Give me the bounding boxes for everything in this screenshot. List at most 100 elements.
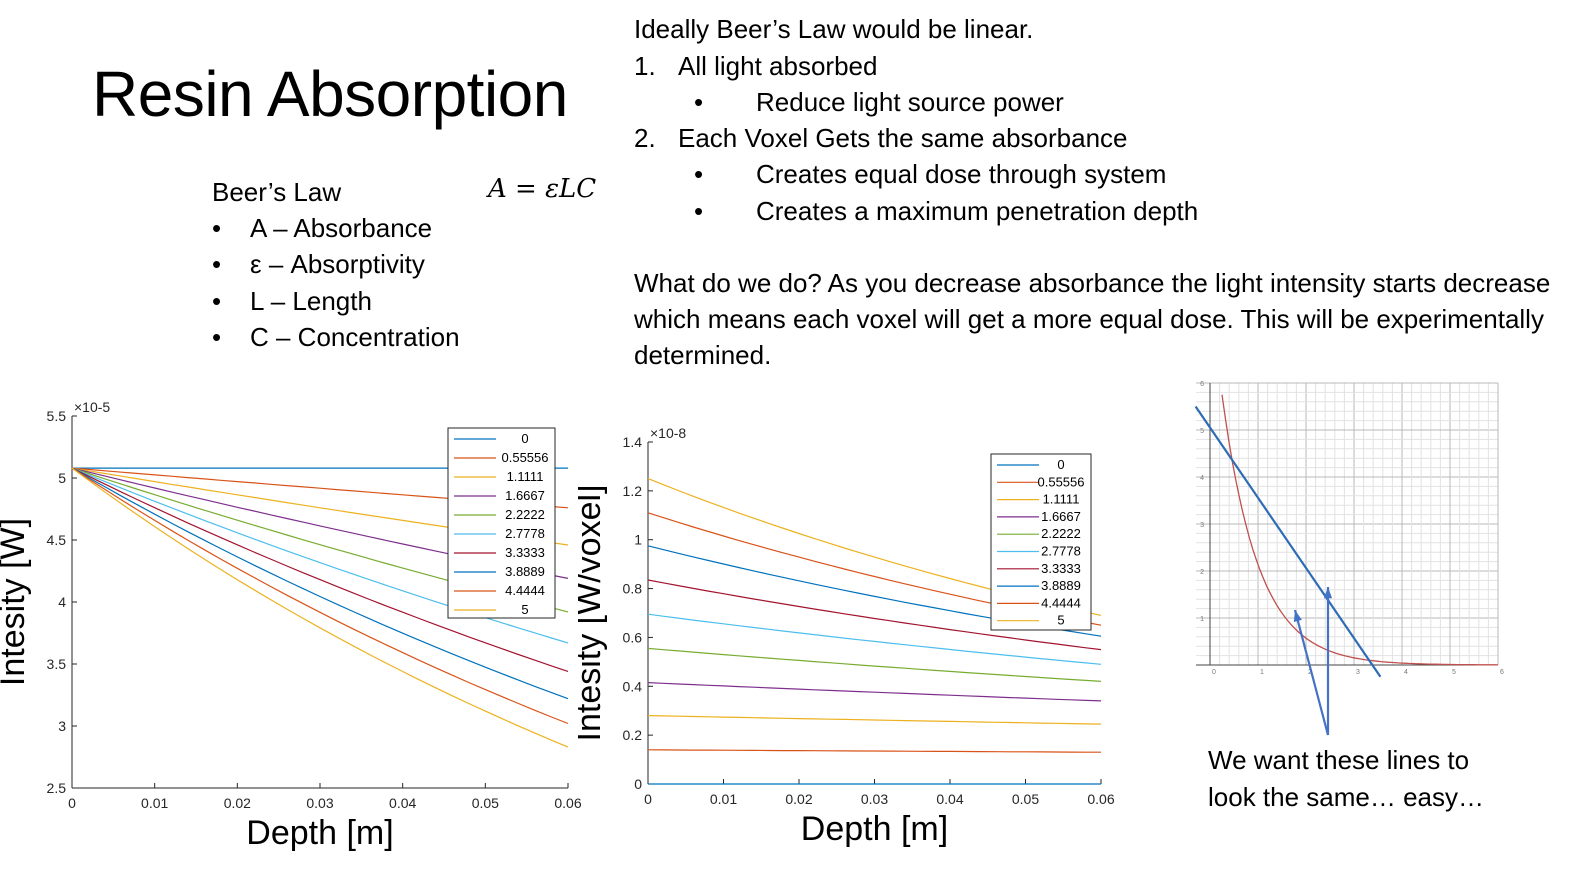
beers-law-equation: A = εLC [488,174,597,204]
x-tick-label: 0 [1212,669,1216,676]
x-tick-label: 0.01 [141,795,168,811]
x-tick-label: 0 [68,795,76,811]
legend-label: 3.3333 [505,545,545,560]
y-tick-label: 3 [1200,522,1204,529]
y-tick-label: 5 [58,470,66,486]
legend-label: 1.6667 [1041,509,1081,524]
annotation-line: We want these lines to [1208,745,1470,775]
series-line [71,467,569,748]
ideal-point: 2. Each Voxel Gets the same absorbance [634,120,1128,156]
y-tick-label: 4 [58,594,66,610]
y-tick-label: 2 [1200,569,1204,576]
x-axis-label: Depth [m] [246,814,393,852]
x-tick-label: 0.04 [389,795,416,811]
ideal-sub-point: • Reduce light source power [634,84,1064,120]
bullet-glyph: • [694,196,704,226]
y-tick-label: 5.5 [47,408,67,424]
y-tick-label: 1.2 [623,483,643,499]
beers-law-item-text: ε – Absorptivity [250,249,425,279]
explanation-paragraph: What do we do? As you decrease absorbanc… [634,268,1551,370]
x-tick-label: 3 [1356,669,1360,676]
x-tick-label: 0.06 [554,795,581,811]
x-tick-label: 5 [1452,669,1456,676]
arrow-head [1293,610,1302,622]
beers-law-item-text: A – Absorbance [250,213,433,243]
beers-law-item: • C – Concentration [212,319,460,355]
x-tick-label: 6 [1500,669,1504,676]
x-tick-label: 0.06 [1087,791,1114,807]
x-tick-label: 0.01 [710,791,737,807]
legend-label: 5 [521,602,528,617]
ideal-point: 1. All light absorbed [634,48,877,84]
x-tick-label: 4 [1404,669,1408,676]
arrow-head [1323,587,1333,599]
legend-label: 3.8889 [1041,578,1081,593]
slide-title: Resin Absorption [92,58,568,130]
beers-law-item: • A – Absorbance [212,210,432,246]
legend-box [990,453,1092,631]
series-line [647,613,1102,665]
annotation-arrow [1293,609,1330,736]
bullet-glyph: • [694,159,704,189]
linear-line [1194,405,1382,678]
legend-label: 1.1111 [1043,492,1080,507]
legend-label: 4.4444 [505,583,545,598]
chart-intensity-per-voxel: 0 0.01 0.02 0.03 0.04 0.05 0.06 0 0.2 0.4 0.6 0.8 1 1… [578,425,1115,848]
legend-label: 2.2222 [505,507,545,522]
x-tick-label: 1 [1260,669,1264,676]
bullet-glyph: • [694,87,704,117]
legend-label: 2.7778 [1041,544,1081,559]
legend-label: 5 [1057,613,1064,628]
y-tick-label: 5 [1200,428,1204,435]
y-axis-label: Intesity [W] [0,518,32,686]
y-tick-label: 1.4 [623,434,643,450]
legend-label: 0 [521,431,528,446]
ideal-sub-point: • Creates a maximum penetration depth [634,193,1198,229]
x-tick-label: 0.02 [785,791,812,807]
beers-law-item-text: C – Concentration [250,322,460,352]
y-tick-label: 0.8 [623,581,643,597]
legend-label: 0 [1057,457,1064,472]
y-tick-label: 0.6 [623,629,643,645]
x-tick-label: 0.03 [861,791,888,807]
y-tick-label: 4.5 [47,532,67,548]
x-tick-label: 0.05 [472,795,499,811]
beers-law-item-text: L – Length [250,286,372,316]
x-tick-label: 0.02 [224,795,251,811]
y-tick-label: 0 [634,776,642,792]
bullet-glyph: • [212,322,222,352]
y-tick-label: 0.2 [623,727,643,743]
legend-label: 2.2222 [1041,526,1081,541]
series-line [71,467,569,672]
list-number: 2. [634,123,656,153]
legend-label: 0.55556 [502,450,549,465]
chart-comparison-sketch: 0 1 2 3 4 5 6 1 2 3 4 5 6 [1194,381,1504,736]
annotation-text: We want these lines to look the same… ea… [1208,742,1484,816]
y-axis-label: Intesity [W/voxel] [578,485,608,742]
beers-law-item: • L – Length [212,283,372,319]
beers-law-item: • ε – Absorptivity [212,246,425,282]
ideal-sub-text: Reduce light source power [756,87,1064,117]
series-line [647,579,1102,651]
chart-intensity: 0 0.01 0.02 0.03 0.04 0.05 0.06 2.5 3 3.5 4 4.5 5 5.5… [0,399,582,852]
legend-label: 1.1111 [507,469,544,484]
legend-label: 2.7778 [505,526,545,541]
annotation-line: look the same… easy… [1208,782,1485,812]
x-tick-label: 2 [1308,669,1312,676]
series-line [647,749,1101,753]
bullet-glyph: • [212,249,222,279]
ideal-sub-text: Creates a maximum penetration depth [756,196,1199,226]
legend-label: 3.3333 [1041,561,1081,576]
y-tick-label: 3.5 [47,656,67,672]
y-tick-label: 2.5 [47,780,67,796]
bullet-glyph: • [212,213,222,243]
y-tick-label: 1 [634,532,642,548]
exponential-curve [1221,394,1499,666]
x-tick-label: 0 [644,791,652,807]
legend-label: 3.8889 [505,564,545,579]
y-tick-label: 4 [1200,475,1204,482]
legend-box [447,427,556,619]
series-line [71,467,569,700]
x-tick-label: 0.03 [306,795,333,811]
ideal-intro: Ideally Beer’s Law would be linear. [634,14,1034,44]
